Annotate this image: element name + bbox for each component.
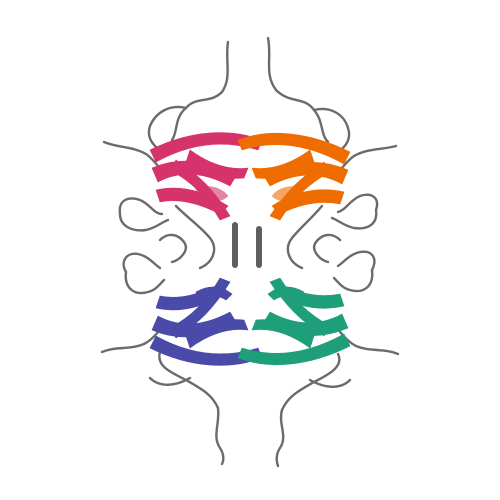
loop [332,268,374,293]
helix-left [232,222,238,268]
beta-strand [195,286,233,301]
subunit-top-left [149,132,263,221]
subunit-bottom-left [149,277,263,366]
loop [118,212,170,232]
loop [275,408,285,468]
loop [330,208,378,230]
helix-right [256,226,262,268]
beta-strand [237,333,351,366]
loop [336,250,376,272]
loop [100,328,162,354]
loop [148,376,192,386]
loop [308,378,352,388]
loop [174,204,216,270]
beta-strand [195,186,229,202]
loop [170,40,230,142]
loop [158,233,187,264]
loop [266,36,330,144]
loop [124,270,166,295]
beta-strand [237,132,351,165]
subunit-top-right [237,132,351,221]
beta-strand [251,149,315,179]
loop [312,107,351,154]
loop [338,144,398,172]
loop [147,105,188,152]
beta-strand [251,319,315,349]
beta-strand [149,335,263,366]
beta-strand [267,286,305,301]
beta-strand [185,149,249,179]
beta-strand [271,186,305,202]
subunit-bottom-right [237,277,351,366]
beta-strand [185,319,249,349]
loop [118,197,164,216]
loop [313,233,342,264]
loop [215,406,225,466]
loop [336,193,379,214]
loop [102,140,162,170]
loop [122,252,162,274]
coil-loops [100,36,400,468]
central-helices [232,222,262,268]
beta-strand [149,132,263,163]
loop [286,204,324,270]
